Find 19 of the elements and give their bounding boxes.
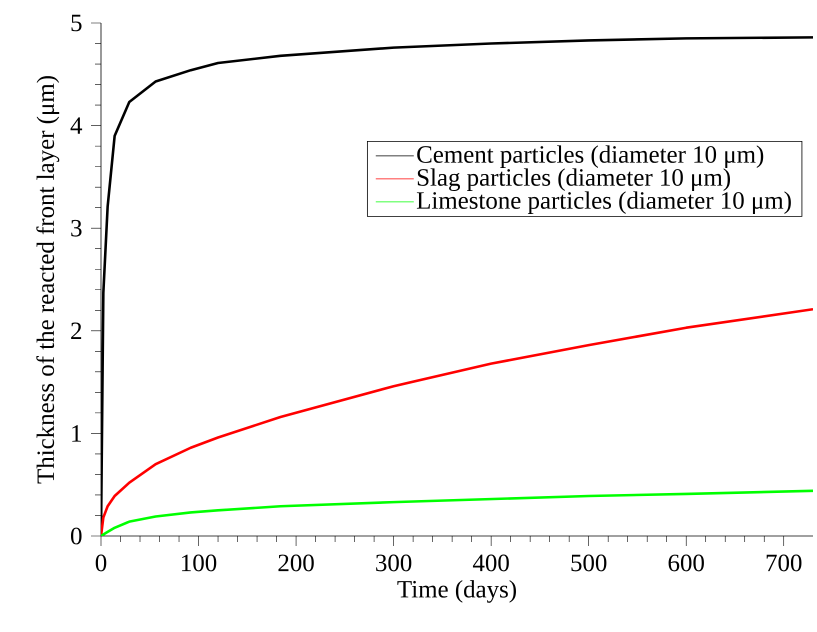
y-axis-title: Thickness of the reacted front layer (μm) — [36, 76, 60, 484]
y-tick-label: 1 — [72, 425, 81, 442]
y-tick-label: 2 — [71, 322, 82, 340]
x-tick-label: 200 — [278, 554, 314, 572]
legend-label: Limestone particles (diameter 10 μm) — [416, 191, 791, 214]
y-tick-label: 5 — [72, 14, 82, 32]
y-tick-label: 4 — [70, 117, 82, 134]
x-tick-label: 500 — [571, 554, 606, 572]
x-tick-label: 600 — [668, 554, 704, 572]
x-tick-label: 0 — [96, 554, 106, 572]
legend-label: Cement particles (diameter 10 μm) — [417, 145, 764, 168]
x-tick-label: 400 — [472, 554, 509, 572]
x-tick-label: 700 — [766, 554, 802, 572]
legend-label: Slag particles (diameter 10 μm) — [418, 168, 730, 192]
x-axis-title: Time (days) — [397, 580, 516, 603]
x-tick-label: 100 — [182, 554, 216, 572]
y-tick-label: 3 — [71, 220, 82, 237]
y-tick-label: 0 — [71, 528, 82, 544]
x-tick-label: 300 — [376, 554, 412, 572]
